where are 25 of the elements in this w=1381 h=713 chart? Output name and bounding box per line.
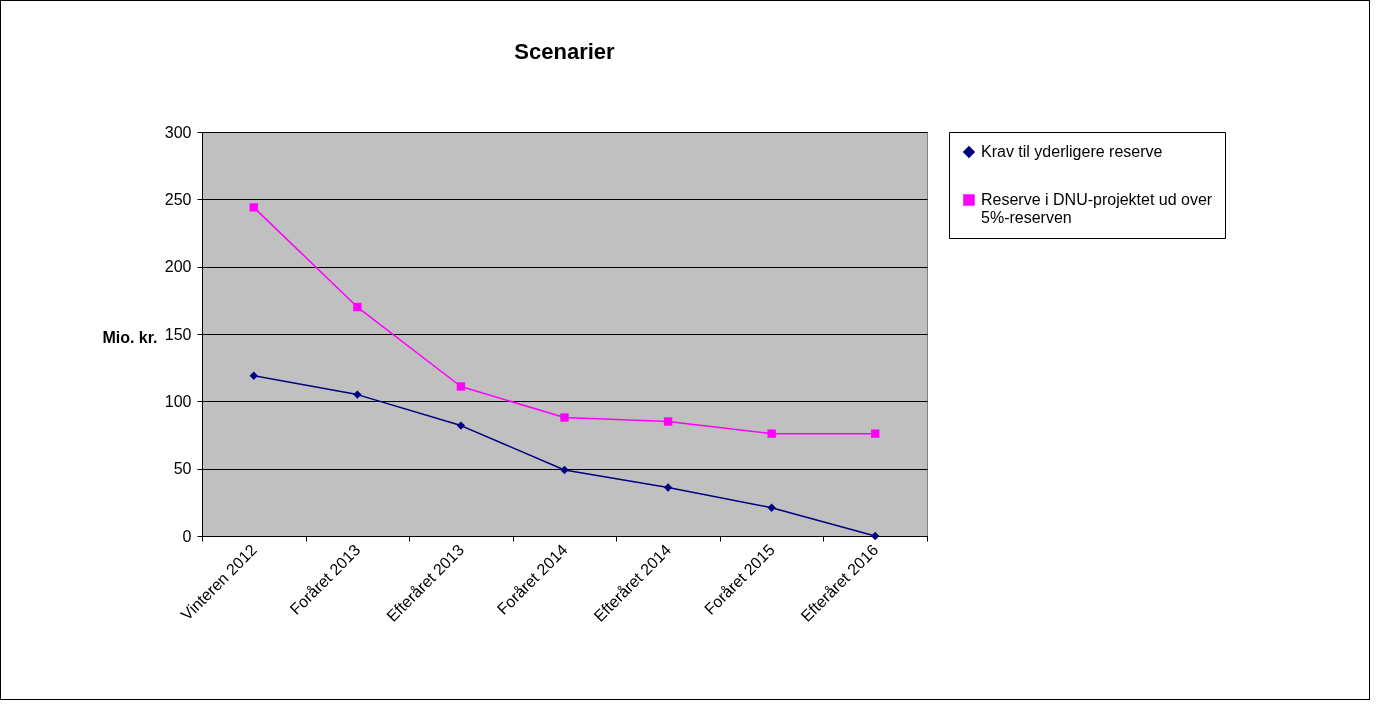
y-tick-label: 0 — [182, 527, 192, 545]
point — [871, 531, 880, 541]
point — [767, 429, 776, 438]
point — [560, 465, 569, 475]
point — [767, 503, 776, 512]
point — [663, 483, 673, 492]
y-axis-title: Mio. kr. — [102, 328, 158, 346]
point — [560, 413, 569, 422]
point — [353, 390, 362, 399]
point — [249, 203, 258, 212]
y-tick-label: 300 — [164, 123, 192, 141]
point — [663, 417, 673, 426]
y-tick-label: 150 — [164, 325, 192, 343]
y-tick-label: 250 — [164, 190, 192, 208]
legend-label: Krav til yderligere reserve — [981, 143, 1163, 160]
y-tick-label: 200 — [164, 258, 192, 276]
point — [249, 371, 258, 380]
point — [456, 382, 466, 391]
y-tick-label: 50 — [173, 460, 192, 478]
y-tick-label: 100 — [164, 392, 192, 410]
point — [353, 302, 362, 312]
legend-label: Reserve i DNU-projektet ud over 5%-reserven — [981, 191, 1213, 226]
point — [871, 429, 880, 438]
chart-title: Scenarier — [514, 39, 616, 64]
point — [456, 421, 466, 430]
